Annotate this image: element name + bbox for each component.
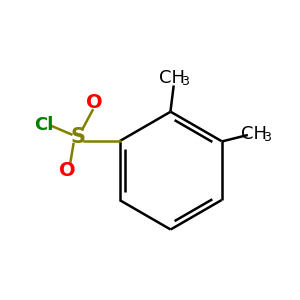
Text: CH: CH [159, 69, 185, 87]
Text: O: O [86, 93, 102, 112]
Text: S: S [70, 127, 86, 147]
Text: 3: 3 [181, 75, 189, 88]
Text: 3: 3 [263, 131, 271, 144]
Text: Cl: Cl [34, 116, 54, 134]
Text: CH: CH [241, 125, 267, 143]
Text: O: O [59, 161, 76, 180]
